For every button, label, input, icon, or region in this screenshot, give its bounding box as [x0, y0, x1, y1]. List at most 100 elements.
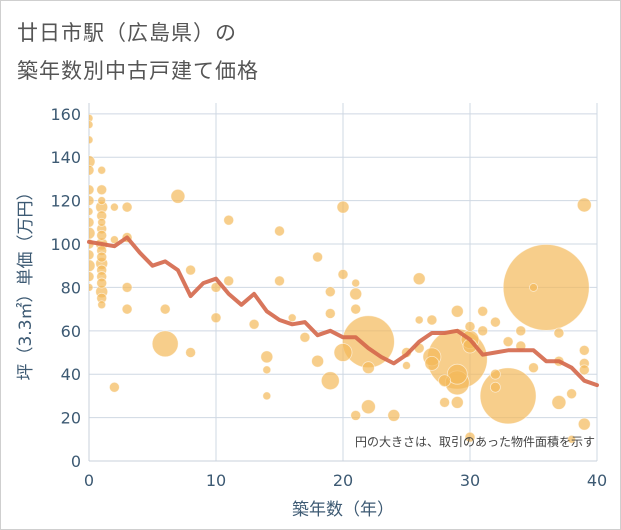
data-point: [577, 417, 591, 431]
data-point: [89, 195, 95, 207]
data-point: [578, 344, 590, 356]
data-point: [312, 251, 324, 263]
data-point: [477, 305, 489, 317]
data-point: [450, 304, 464, 318]
x-tick-label: 40: [587, 471, 607, 490]
data-point: [489, 381, 501, 393]
data-point: [287, 313, 297, 323]
data-point: [159, 303, 171, 315]
data-point: [223, 275, 235, 287]
x-axis-label: 築年数（年）: [292, 500, 394, 520]
data-point: [350, 410, 362, 421]
data-point: [260, 350, 274, 364]
data-point: [170, 188, 186, 204]
data-point: [274, 275, 285, 287]
data-point: [96, 184, 108, 196]
data-point: [450, 396, 464, 409]
data-point: [262, 391, 272, 401]
bubble-group: [89, 113, 592, 444]
data-point: [89, 283, 94, 292]
data-point: [262, 365, 272, 375]
y-tick-label: 0: [71, 452, 81, 471]
y-tick-label: 40: [61, 365, 81, 384]
data-point: [446, 363, 468, 385]
data-point: [576, 197, 592, 213]
data-point: [360, 399, 376, 415]
data-point: [151, 330, 179, 358]
data-point: [426, 314, 438, 326]
data-point: [89, 113, 94, 123]
data-point: [387, 409, 401, 422]
data-point: [333, 343, 353, 362]
data-point: [121, 282, 133, 293]
data-point: [89, 259, 96, 273]
data-point: [185, 347, 197, 358]
data-point: [89, 216, 95, 228]
data-point: [567, 434, 576, 444]
y-tick-label: 160: [50, 105, 81, 124]
data-point: [89, 135, 94, 145]
data-point: [424, 355, 440, 371]
data-point: [479, 367, 537, 425]
data-point: [121, 303, 133, 315]
y-tick-label: 20: [61, 409, 81, 428]
y-tick-label: 140: [50, 148, 81, 167]
size-annotation: 円の大きさは、取引のあった物件面積を示す: [355, 434, 595, 449]
data-point: [489, 316, 501, 328]
chart-title-line2: 築年数別中古戸建て価格: [17, 59, 259, 83]
data-point: [502, 336, 514, 348]
data-point: [324, 308, 336, 319]
y-axis-label: 坪（3.3㎡）単価（万円）: [16, 183, 36, 380]
data-point: [515, 325, 527, 337]
data-point: [337, 269, 349, 280]
data-point: [502, 244, 590, 331]
trend-line: [87, 235, 599, 388]
y-tick-label: 100: [50, 235, 81, 254]
data-point: [96, 277, 108, 289]
data-point: [274, 225, 285, 237]
data-point: [89, 120, 94, 130]
data-point: [223, 214, 235, 226]
x-tick-label: 10: [206, 471, 226, 490]
data-point: [89, 184, 95, 196]
data-point: [566, 388, 577, 400]
data-point: [324, 286, 336, 298]
x-tick-label: 30: [460, 471, 480, 490]
data-point: [361, 361, 375, 375]
data-point: [96, 229, 108, 241]
data-point: [210, 312, 222, 324]
data-point: [402, 361, 411, 370]
data-point: [553, 327, 565, 339]
data-point: [89, 207, 94, 216]
y-tick-label: 120: [50, 192, 81, 211]
data-point: [110, 235, 119, 245]
data-point: [412, 272, 426, 286]
data-point: [89, 155, 96, 168]
data-point: [350, 303, 362, 315]
data-point: [89, 164, 95, 176]
data-point: [311, 354, 325, 368]
data-point: [528, 362, 539, 374]
data-point: [97, 165, 107, 175]
data-point: [320, 371, 340, 391]
data-point: [414, 315, 424, 325]
data-point: [439, 397, 451, 408]
data-point: [351, 278, 361, 288]
data-point: [299, 331, 311, 343]
y-tick-label: 80: [61, 278, 81, 297]
data-point: [464, 431, 476, 443]
data-point: [110, 202, 119, 212]
data-point: [109, 381, 120, 393]
data-point: [248, 318, 260, 330]
data-point: [578, 364, 590, 376]
data-point: [121, 201, 133, 213]
data-point: [477, 325, 489, 337]
data-point: [185, 264, 197, 276]
data-point: [89, 226, 96, 240]
data-point: [97, 217, 107, 227]
data-point: [89, 249, 95, 261]
x-tick-label: 20: [333, 471, 353, 490]
data-point: [97, 196, 107, 206]
